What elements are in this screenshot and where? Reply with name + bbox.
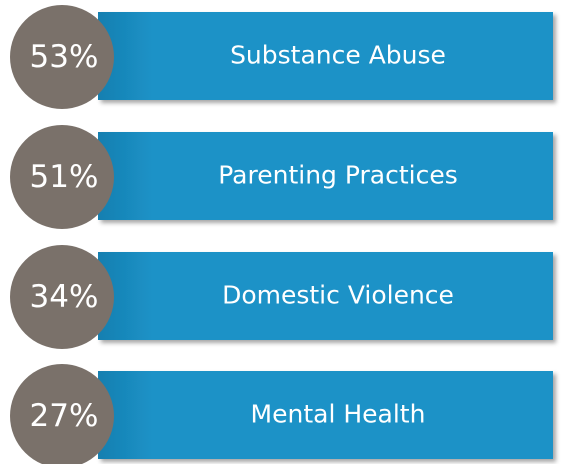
item-bar — [98, 132, 553, 220]
percent-circle — [10, 125, 114, 229]
item-label: Domestic Violence — [222, 281, 454, 310]
percent-text: 51% — [30, 159, 99, 195]
item-label: Substance Abuse — [230, 41, 446, 70]
item-bar — [98, 12, 553, 100]
percent-circle — [10, 5, 114, 109]
item-bar — [98, 252, 553, 340]
percent-text: 34% — [30, 279, 99, 315]
percent-circle — [10, 245, 114, 349]
item-label: Mental Health — [251, 400, 426, 429]
percent-text: 53% — [30, 39, 99, 75]
item-label: Parenting Practices — [218, 161, 458, 190]
percent-text: 27% — [30, 398, 99, 434]
percent-circle — [10, 364, 114, 464]
item-bar — [98, 371, 553, 459]
